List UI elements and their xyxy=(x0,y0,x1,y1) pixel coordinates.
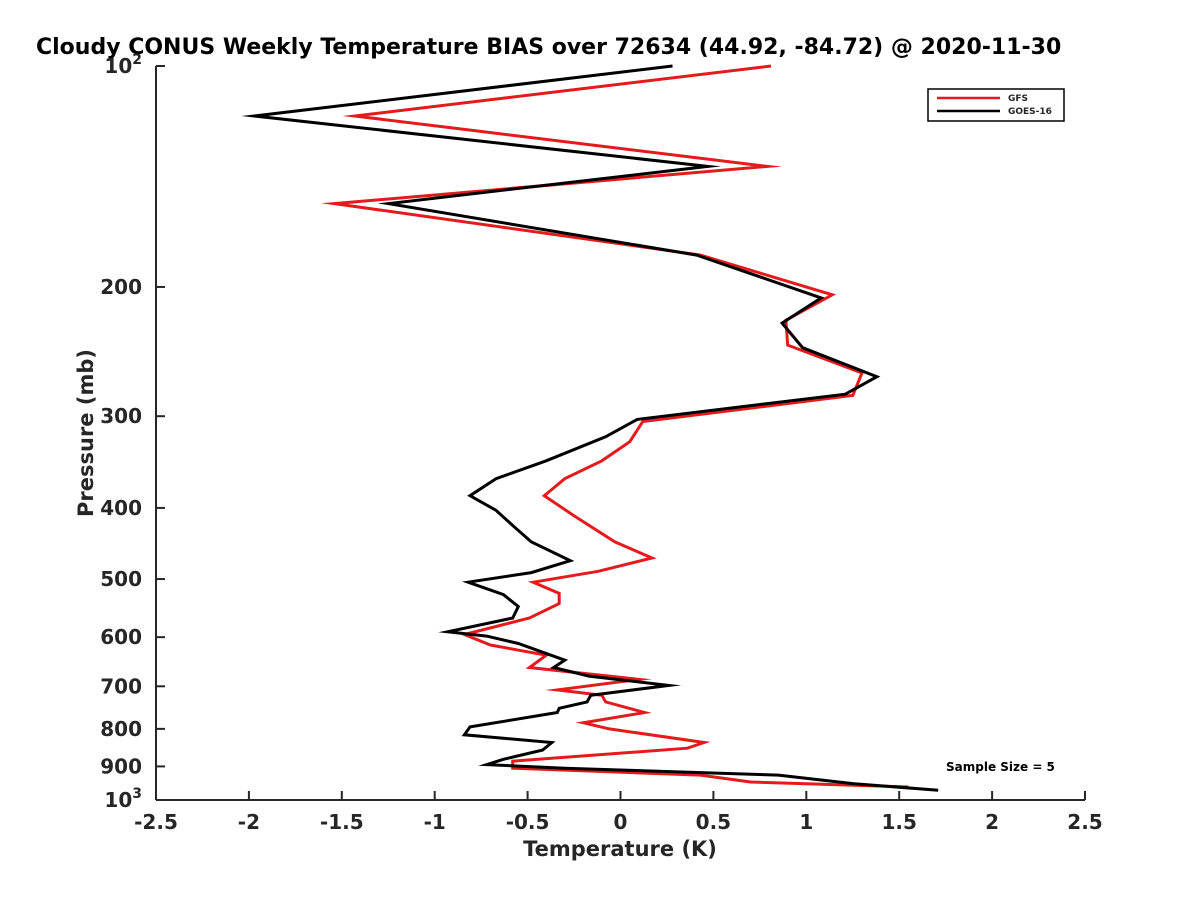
x-ticks: -2.5 -2 -1.5 -1 -0.5 0 0.5 1 1.5 2 2.5 xyxy=(134,791,1103,834)
sample-size-annotation: Sample Size = 5 xyxy=(946,760,1055,774)
y-tick-label: 300 xyxy=(100,404,142,428)
legend-box xyxy=(927,88,1065,122)
x-tick-label: -2.5 xyxy=(134,810,178,834)
y-tick-label-base: 10 xyxy=(104,54,132,78)
y-tick-label-base: 200 xyxy=(100,275,142,299)
x-tick-label: 2.5 xyxy=(1067,810,1102,834)
y-tick-label-base: 900 xyxy=(100,754,142,778)
y-tick-label-base: 600 xyxy=(100,625,142,649)
y-tick-label-base: 500 xyxy=(100,567,142,591)
x-axis-label: Temperature (K) xyxy=(523,837,717,861)
series-line-gfs xyxy=(321,64,909,789)
series-line-goes-16 xyxy=(241,64,939,792)
y-tick-label: 900 xyxy=(100,754,142,778)
y-tick-label-exponent: 3 xyxy=(132,786,142,802)
y-tick-label: 600 xyxy=(100,625,142,649)
y-tick-label-exponent: 2 xyxy=(132,52,142,68)
y-tick-label: 103 xyxy=(104,786,142,812)
y-tick-label-base: 10 xyxy=(104,788,132,812)
legend-gfs-label: GFS xyxy=(1008,94,1028,104)
y-tick-label: 200 xyxy=(100,275,142,299)
y-tick-label-base: 800 xyxy=(100,717,142,741)
x-tick-label: -2 xyxy=(238,810,260,834)
y-tick-label: 400 xyxy=(100,496,142,520)
y-tick-label-base: 300 xyxy=(100,404,142,428)
y-tick-label: 102 xyxy=(104,52,142,78)
x-tick-label: -0.5 xyxy=(506,810,550,834)
legend: GFS GOES-16 xyxy=(927,88,1065,122)
x-tick-label: 2 xyxy=(985,810,999,834)
x-tick-label: 0 xyxy=(614,810,628,834)
chart-title: Cloudy CONUS Weekly Temperature BIAS ove… xyxy=(36,35,1061,60)
x-tick-label: 0.5 xyxy=(696,810,731,834)
y-tick-label-base: 400 xyxy=(100,496,142,520)
y-tick-label-base: 700 xyxy=(100,674,142,698)
y-tick-label: 800 xyxy=(100,717,142,741)
y-tick-label: 700 xyxy=(100,674,142,698)
x-tick-label: -1.5 xyxy=(320,810,364,834)
y-axis-label: Pressure (mb) xyxy=(74,349,98,517)
plot-area: -2.5 -2 -1.5 -1 -0.5 0 0.5 1 1.5 2 2.5 10220030040… xyxy=(100,52,1102,834)
x-tick-label: -1 xyxy=(424,810,446,834)
x-tick-label: 1 xyxy=(799,810,813,834)
y-tick-label: 500 xyxy=(100,567,142,591)
legend-goes16-label: GOES-16 xyxy=(1008,107,1052,117)
series-layer xyxy=(241,64,939,792)
x-tick-label: 1.5 xyxy=(881,810,916,834)
